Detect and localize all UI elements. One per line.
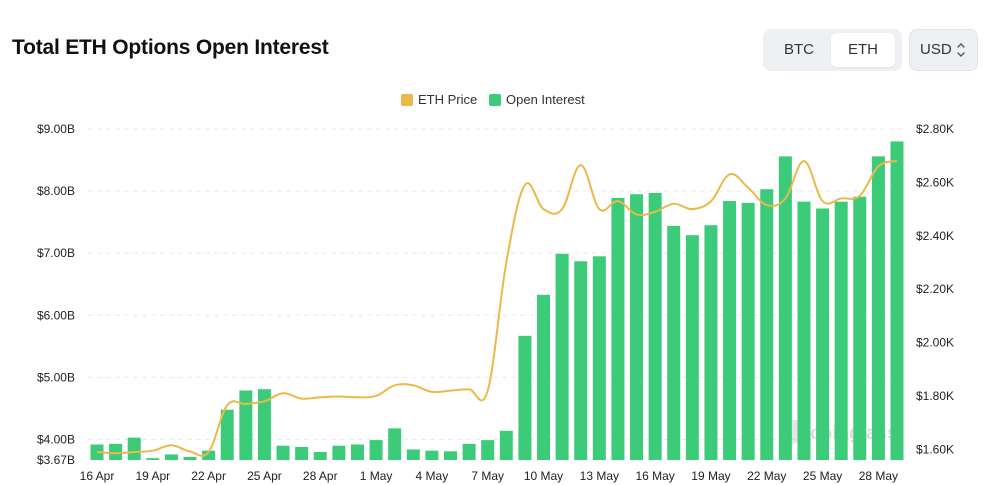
oi-bar xyxy=(499,430,513,460)
oi-bar xyxy=(202,450,216,460)
oi-bar xyxy=(555,253,569,460)
x-axis-tick-label: 16 Apr xyxy=(80,469,115,483)
legend-label-eth-price[interactable]: ETH Price xyxy=(418,92,477,107)
oi-bar xyxy=(834,201,848,460)
eth-tab[interactable]: ETH xyxy=(831,33,895,67)
x-axis-tick-label: 22 May xyxy=(747,469,786,483)
x-axis-tick-label: 4 May xyxy=(416,469,449,483)
oi-bar xyxy=(239,390,253,460)
oi-bar xyxy=(350,444,364,460)
x-axis-tick-label: 28 Apr xyxy=(303,469,338,483)
legend-swatch-open-interest xyxy=(489,94,501,106)
oi-bar xyxy=(425,450,439,460)
right-axis-tick-label: $1.80K xyxy=(916,389,954,403)
oi-bar xyxy=(220,409,234,460)
left-axis-tick-label: $7.00B xyxy=(37,246,75,260)
oi-bar xyxy=(127,437,141,460)
page-title: Total ETH Options Open Interest xyxy=(12,36,329,59)
oi-bar xyxy=(853,196,867,460)
currency-select[interactable]: USD xyxy=(909,29,978,71)
x-axis-tick-label: 10 May xyxy=(524,469,563,483)
oi-bar xyxy=(406,449,420,460)
oi-bar xyxy=(723,201,737,460)
x-axis-tick-label: 16 May xyxy=(635,469,674,483)
oi-bar xyxy=(388,428,402,460)
oi-bar xyxy=(648,192,662,460)
left-axis-tick-label: $4.00B xyxy=(37,433,75,447)
legend-label-open-interest[interactable]: Open Interest xyxy=(506,92,585,107)
oi-bar xyxy=(183,456,197,460)
oi-bar xyxy=(797,201,811,460)
left-axis-ticks: $3.67B $4.00B $5.00B $6.00B $7.00B $8.00B $9.0… xyxy=(37,122,75,467)
x-axis-ticks: 16 Apr 19 Apr 22 Apr 25 Apr 28 Apr 1 May 4 May… xyxy=(80,469,898,483)
oi-bar xyxy=(667,225,681,460)
right-axis-tick-label: $2.60K xyxy=(916,175,954,189)
x-axis-tick-label: 13 May xyxy=(580,469,619,483)
oi-bar xyxy=(537,294,551,460)
x-axis-tick-label: 22 Apr xyxy=(191,469,226,483)
oi-bar xyxy=(890,141,904,460)
eth-price-line xyxy=(96,160,898,457)
chevron-up-down-icon xyxy=(957,43,965,57)
left-axis-tick-label: $5.00B xyxy=(37,370,75,384)
oi-bar xyxy=(778,156,792,460)
x-axis-tick-label: 25 Apr xyxy=(247,469,282,483)
oi-bar xyxy=(741,202,755,460)
right-axis-tick-label: $2.40K xyxy=(916,229,954,243)
x-axis-tick-label: 19 May xyxy=(691,469,730,483)
x-axis-tick-label: 1 May xyxy=(360,469,393,483)
oi-bar xyxy=(462,443,476,460)
btc-tab[interactable]: BTC xyxy=(784,41,814,58)
right-axis-tick-label: $1.60K xyxy=(916,442,954,456)
oi-bar xyxy=(630,194,644,461)
chart-legend: ETH Price Open Interest xyxy=(401,92,585,107)
oi-bar xyxy=(481,440,495,460)
x-axis-tick-label: 19 Apr xyxy=(135,469,170,483)
oi-bar xyxy=(443,451,457,460)
left-axis-tick-label: $9.00B xyxy=(37,122,75,136)
oi-bar xyxy=(164,454,178,460)
oi-bar xyxy=(332,445,346,460)
left-axis-tick-label: $3.67B xyxy=(37,453,75,467)
oi-bar xyxy=(313,451,327,460)
oi-bar xyxy=(816,208,830,460)
currency-value: USD xyxy=(920,41,952,58)
oi-bar xyxy=(592,256,606,460)
oi-bar xyxy=(257,389,271,460)
oi-bar xyxy=(109,443,123,460)
oi-bar xyxy=(685,235,699,460)
x-axis-tick-label: 7 May xyxy=(471,469,504,483)
oi-bar xyxy=(369,440,383,460)
oi-bar xyxy=(518,335,532,460)
right-axis-tick-label: $2.20K xyxy=(916,282,954,296)
legend-swatch-eth-price xyxy=(401,94,413,106)
oi-bar xyxy=(760,189,774,460)
x-axis-tick-label: 25 May xyxy=(803,469,842,483)
oi-bar xyxy=(611,197,625,460)
oi-bar xyxy=(704,225,718,460)
left-axis-tick-label: $8.00B xyxy=(37,184,75,198)
right-axis-tick-label: $2.80K xyxy=(916,122,954,136)
left-axis-tick-label: $6.00B xyxy=(37,308,75,322)
oi-bar xyxy=(276,445,290,460)
oi-bar xyxy=(146,458,160,460)
x-axis-tick-label: 28 May xyxy=(859,469,898,483)
right-axis-ticks: $1.60K $1.80K $2.00K $2.20K $2.40K $2.60K $2.8… xyxy=(916,122,954,456)
oi-bar xyxy=(574,261,588,460)
open-interest-bars xyxy=(90,141,904,461)
oi-bar xyxy=(295,446,309,460)
grid xyxy=(88,128,906,441)
oi-bar xyxy=(871,156,885,460)
right-axis-tick-label: $2.00K xyxy=(916,336,954,350)
asset-toggle: BTC ETH xyxy=(763,29,902,71)
